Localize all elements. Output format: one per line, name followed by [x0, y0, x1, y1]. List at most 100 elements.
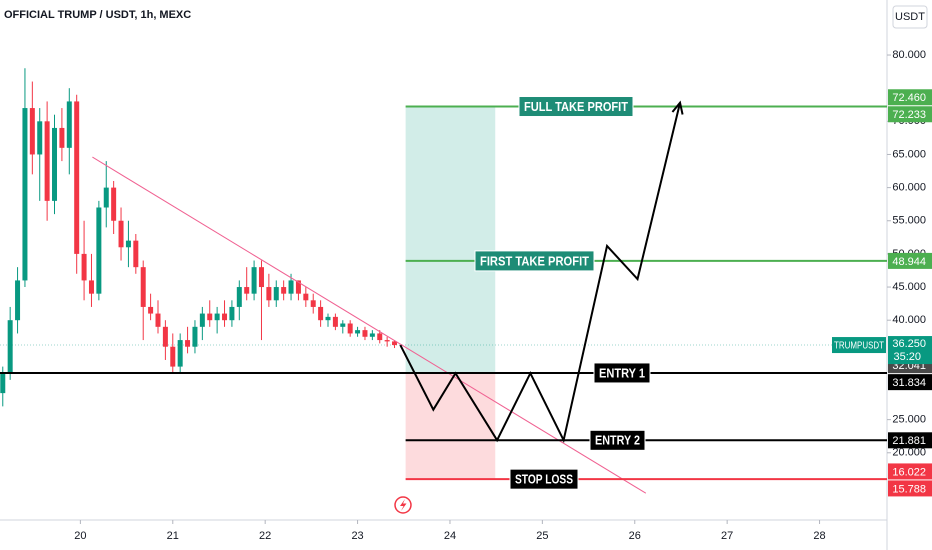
candle-body [74, 101, 80, 254]
candle-body [281, 287, 287, 294]
candle-body [251, 267, 257, 294]
candle-body [273, 287, 279, 301]
y-tick-label: 60.000 [892, 182, 926, 194]
price-badge [888, 480, 932, 497]
candle-body [258, 267, 264, 288]
candle-body [140, 267, 146, 307]
trendline [92, 156, 647, 494]
candle-body [392, 341, 398, 346]
y-tick-label: 80.000 [892, 49, 926, 61]
candle-body [170, 346, 176, 367]
level-tag-label: STOP LOSS [515, 472, 573, 487]
candle-body [355, 330, 361, 334]
price-badge-label: 72.460 [892, 92, 926, 104]
candle-body [288, 280, 294, 294]
x-tick-label: 24 [444, 530, 456, 542]
candle-body [266, 287, 272, 301]
chart-title: OFFICIAL TRUMP / USDT, 1h, MEXC [4, 9, 191, 21]
candle-body [148, 306, 154, 314]
x-tick-label: 20 [74, 530, 86, 542]
axis-unit: USDT [895, 11, 925, 23]
y-tick-label: 65.000 [892, 148, 926, 160]
price-badge [888, 252, 932, 269]
candle-body [384, 340, 390, 342]
price-badge [888, 89, 932, 106]
candle-body [185, 340, 191, 347]
current-price-label: 36.250 [892, 338, 926, 350]
level-tag-label: FULL TAKE PROFIT [524, 99, 628, 114]
candle-body [29, 108, 35, 155]
loss-zone [405, 372, 496, 480]
candle-body [0, 373, 6, 394]
price-badge [888, 463, 932, 480]
y-tick-label: 40.000 [892, 314, 926, 326]
candle-body [236, 287, 242, 307]
candle-body [7, 320, 13, 374]
candle-body [229, 306, 235, 321]
alert-bolt [400, 499, 407, 511]
x-tick-label: 27 [721, 530, 733, 542]
countdown-label: 35:20 [893, 351, 921, 363]
x-tick-label: 26 [629, 530, 641, 542]
x-tick-label: 28 [813, 530, 825, 542]
candle-body [214, 313, 220, 321]
candle-body [96, 207, 102, 294]
symbol-tag [832, 337, 886, 354]
candle-body [103, 187, 109, 208]
candle-body [377, 333, 383, 341]
candle-body [59, 127, 65, 148]
y-tick-label: 45.000 [892, 281, 926, 293]
unit-button[interactable] [892, 5, 928, 29]
candle-body [192, 326, 198, 347]
alert-icon[interactable] [394, 496, 412, 514]
candle-body [52, 127, 58, 201]
candle-body [347, 323, 353, 334]
price-badge-label: 15.788 [892, 483, 926, 495]
candle-body [44, 121, 50, 201]
candle-body [222, 313, 228, 321]
price-badge-label: 48.944 [892, 256, 926, 268]
price-badge-label: 16.022 [892, 466, 926, 478]
candle-body [310, 300, 316, 307]
y-tick-label: 25.000 [892, 414, 926, 426]
candle-body [207, 313, 213, 321]
candle-body [303, 293, 309, 301]
y-tick-label: 20.000 [892, 447, 926, 459]
price-badge-label: 31.834 [892, 377, 926, 389]
x-tick-label: 25 [536, 530, 548, 542]
candle-body [88, 280, 94, 294]
x-tick-label: 22 [259, 530, 271, 542]
level-tag [474, 250, 595, 272]
candle-body [81, 253, 87, 281]
candle-body [111, 187, 117, 221]
price-badge [888, 374, 932, 391]
x-tick-label: 23 [351, 530, 363, 542]
candle-body [118, 220, 124, 248]
candle-body [340, 323, 346, 327]
candle-body [325, 316, 331, 321]
candle-body [155, 313, 161, 327]
level-tag [593, 362, 651, 384]
candle-body [133, 240, 139, 268]
candle-body [318, 306, 324, 321]
candle-body [177, 340, 183, 367]
price-badge [888, 106, 932, 123]
candle-body [22, 108, 28, 281]
projection-path [399, 102, 682, 444]
candle-body [37, 121, 43, 155]
level-tag-label: FIRST TAKE PROFIT [480, 253, 589, 268]
candle-body [199, 313, 205, 327]
level-tag [589, 429, 646, 451]
current-price-badge [888, 336, 932, 365]
candle-body [362, 330, 368, 337]
candle-body [15, 280, 21, 321]
candle-body [332, 316, 338, 327]
level-tag-label: ENTRY 1 [599, 365, 645, 380]
y-tick-label: 55.000 [892, 215, 926, 227]
level-tag [518, 96, 634, 118]
candle-body [162, 326, 168, 347]
candle-body [244, 287, 250, 294]
price-badge [888, 432, 932, 449]
